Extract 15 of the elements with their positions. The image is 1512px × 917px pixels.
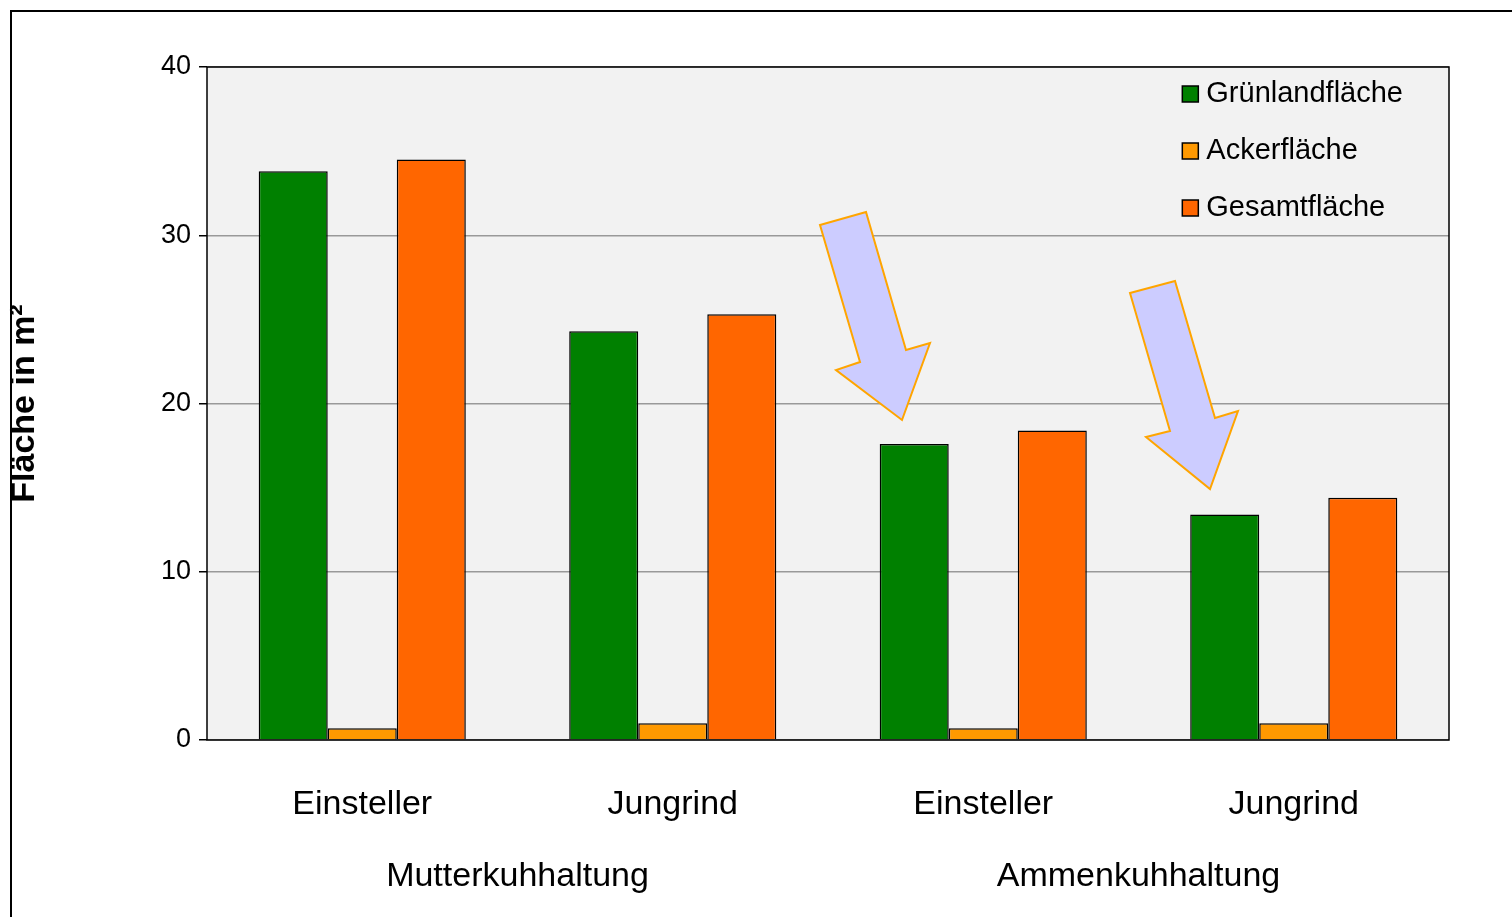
text: Ammenkuhhaltung: [996, 855, 1281, 894]
y-tick-label: 40: [160, 50, 191, 81]
x-tick-label: Jungrind: [607, 782, 738, 821]
x-tick-label: Einsteller: [292, 782, 433, 821]
text: Mutterkuhhaltung: [386, 855, 649, 894]
x-tick-label: Einsteller: [913, 782, 1054, 821]
legend-label: Grünlandfläche: [1206, 76, 1403, 108]
y-tick-label: 30: [160, 218, 191, 249]
y-tick-label: 0: [175, 723, 191, 754]
y-tick-label: 10: [160, 555, 191, 586]
legend-label: Ackerfläche: [1206, 133, 1358, 165]
y-tick-label: 20: [160, 386, 191, 417]
y-axis-title: Fläche in m²: [2, 304, 41, 503]
legend-label: Gesamtfläche: [1206, 190, 1386, 222]
x-tick-label: Jungrind: [1228, 782, 1359, 821]
